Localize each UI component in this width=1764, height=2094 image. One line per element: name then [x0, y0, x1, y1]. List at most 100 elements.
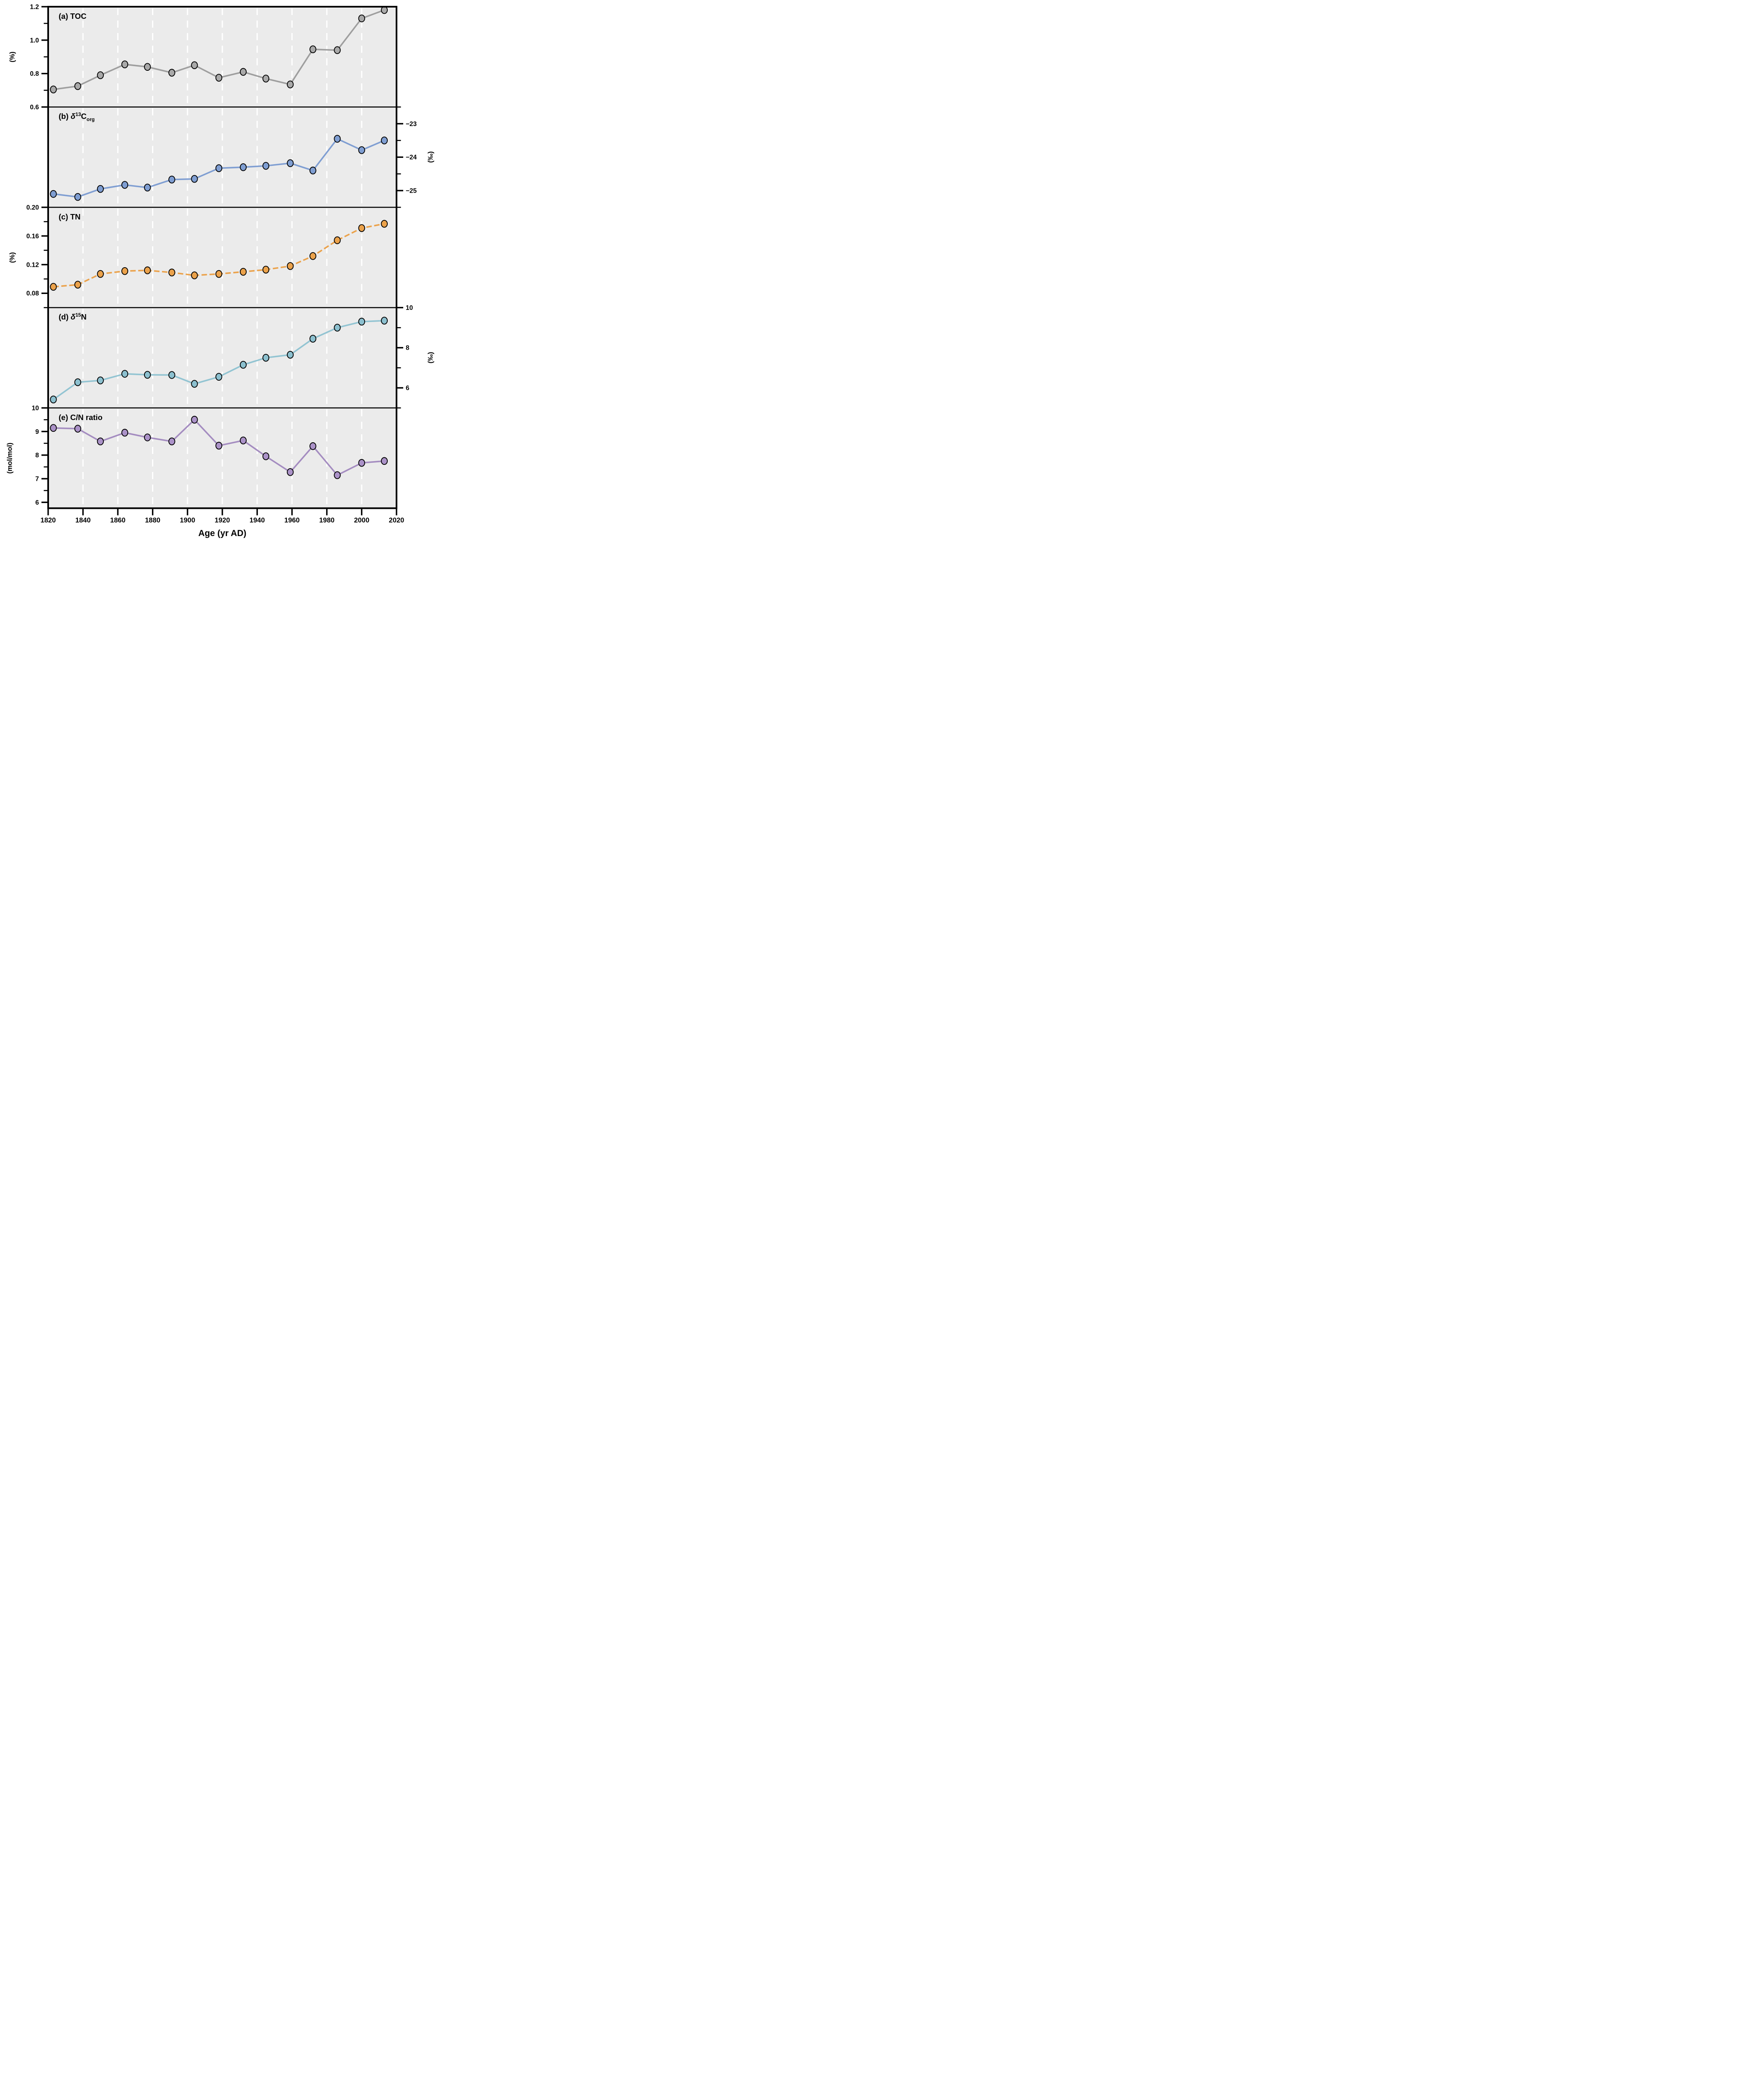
- data-point-e-1891: [168, 437, 175, 446]
- data-point-d-1959: [287, 351, 294, 359]
- x-tick-label: 1900: [180, 517, 195, 524]
- tick-label: 9: [35, 428, 39, 436]
- data-point-d-1891: [168, 371, 175, 379]
- panel-title-b: (b) δ13Corg: [59, 111, 95, 122]
- y-axis-label-c: (%): [8, 252, 16, 263]
- tick-label: −23: [406, 121, 417, 128]
- data-point-c-1986: [334, 236, 341, 244]
- data-point-a-1972: [309, 45, 317, 54]
- data-point-d-1904: [191, 380, 198, 388]
- data-point-c-1932: [239, 268, 247, 276]
- multi-panel-chart: 1.2 1.0 0.8 0.6 −23 −24 −25 0.20 0.16 0.12 0.08 10 8…: [0, 0, 441, 545]
- data-point-b-1904: [191, 175, 198, 183]
- data-point-d-1823: [50, 395, 57, 404]
- x-tick-label: 2000: [354, 517, 369, 524]
- data-point-d-1972: [309, 335, 317, 343]
- data-point-d-1864: [121, 370, 129, 378]
- data-point-a-1891: [168, 69, 175, 77]
- data-point-c-1864: [121, 267, 129, 275]
- data-point-a-1945: [262, 75, 270, 83]
- tick-label: 0.12: [26, 261, 39, 268]
- y-axis-label-e: (mol/mol): [6, 442, 14, 474]
- data-point-b-1972: [309, 166, 317, 175]
- x-tick-label: 1840: [75, 517, 91, 524]
- panel-title-c: (c) TN: [59, 212, 81, 221]
- tick-label: 1.2: [30, 3, 39, 10]
- data-point-a-1823: [50, 85, 57, 93]
- data-point-d-1986: [334, 324, 341, 332]
- x-tick-label: 1820: [41, 517, 56, 524]
- data-point-b-1823: [50, 190, 57, 198]
- x-tick-label: 1960: [284, 517, 300, 524]
- data-point-c-2013: [381, 220, 388, 228]
- data-point-b-1945: [262, 162, 270, 170]
- data-point-b-1959: [287, 159, 294, 167]
- data-point-b-1932: [239, 163, 247, 171]
- tick-label: 8: [406, 345, 409, 352]
- tick-label: 1.0: [30, 37, 39, 44]
- data-point-a-1850: [97, 71, 104, 79]
- tick-label: 7: [35, 475, 39, 482]
- data-point-b-1837: [74, 193, 81, 201]
- data-point-e-1877: [144, 433, 151, 441]
- tick-label: 6: [35, 499, 39, 506]
- tick-label: 0.6: [30, 104, 39, 111]
- tick-label: 6: [406, 385, 409, 392]
- data-point-c-2000: [358, 224, 365, 232]
- data-point-a-2000: [358, 14, 365, 23]
- data-point-a-1986: [334, 46, 341, 54]
- tick-label: −24: [406, 154, 417, 161]
- tick-label: 0.8: [30, 70, 39, 77]
- data-point-c-1972: [309, 252, 317, 260]
- data-point-d-2013: [381, 317, 388, 325]
- tick-label: 8: [35, 452, 39, 459]
- data-point-e-1986: [334, 471, 341, 479]
- data-point-e-1904: [191, 415, 198, 424]
- data-point-c-1877: [144, 266, 151, 274]
- data-point-e-1932: [239, 436, 247, 445]
- data-point-a-1918: [215, 74, 222, 82]
- data-point-d-1932: [239, 361, 247, 369]
- data-point-d-1850: [97, 377, 104, 384]
- y-axis-label-a: (%): [8, 51, 16, 62]
- data-point-c-1823: [50, 283, 57, 291]
- data-point-a-1904: [191, 61, 198, 69]
- data-point-b-1877: [144, 183, 151, 192]
- data-point-b-1864: [121, 181, 129, 189]
- data-point-b-2000: [358, 146, 365, 154]
- y-axis-label-b: (‰): [427, 151, 435, 163]
- data-point-b-1918: [215, 164, 222, 172]
- panel-title-e: (e) C/N ratio: [59, 413, 103, 422]
- tick-label: 0.08: [26, 290, 39, 297]
- data-point-d-2000: [358, 317, 365, 326]
- data-point-c-1850: [97, 270, 104, 278]
- x-tick-label: 2020: [389, 517, 404, 524]
- plot-border: [47, 6, 397, 509]
- x-tick-label: 1860: [110, 517, 126, 524]
- data-point-a-2013: [381, 6, 388, 14]
- data-point-c-1904: [191, 271, 198, 279]
- tick-label: 0.20: [26, 204, 39, 211]
- data-point-a-1864: [121, 60, 129, 68]
- panel-title-d: (d) δ15N: [59, 312, 87, 321]
- data-point-e-1959: [287, 468, 294, 476]
- data-point-e-1972: [309, 442, 317, 450]
- x-tick-label: 1880: [145, 517, 160, 524]
- data-point-c-1959: [287, 262, 294, 270]
- data-point-e-1850: [97, 437, 104, 446]
- data-point-a-1932: [239, 68, 247, 76]
- data-point-c-1945: [262, 266, 270, 274]
- data-point-b-1891: [168, 175, 175, 183]
- tick-label: −25: [406, 188, 417, 195]
- data-point-e-2000: [358, 459, 365, 467]
- data-point-b-2013: [381, 137, 388, 144]
- data-point-d-1837: [74, 378, 81, 386]
- x-axis-title: Age (yr AD): [198, 529, 247, 538]
- panel-title-a: (a) TOC: [59, 12, 87, 21]
- data-point-c-1837: [74, 281, 81, 289]
- data-point-b-1986: [334, 135, 341, 143]
- tick-label: 0.16: [26, 233, 39, 240]
- data-point-a-1959: [287, 80, 294, 88]
- data-point-b-1850: [97, 185, 104, 193]
- data-point-e-1823: [50, 424, 57, 432]
